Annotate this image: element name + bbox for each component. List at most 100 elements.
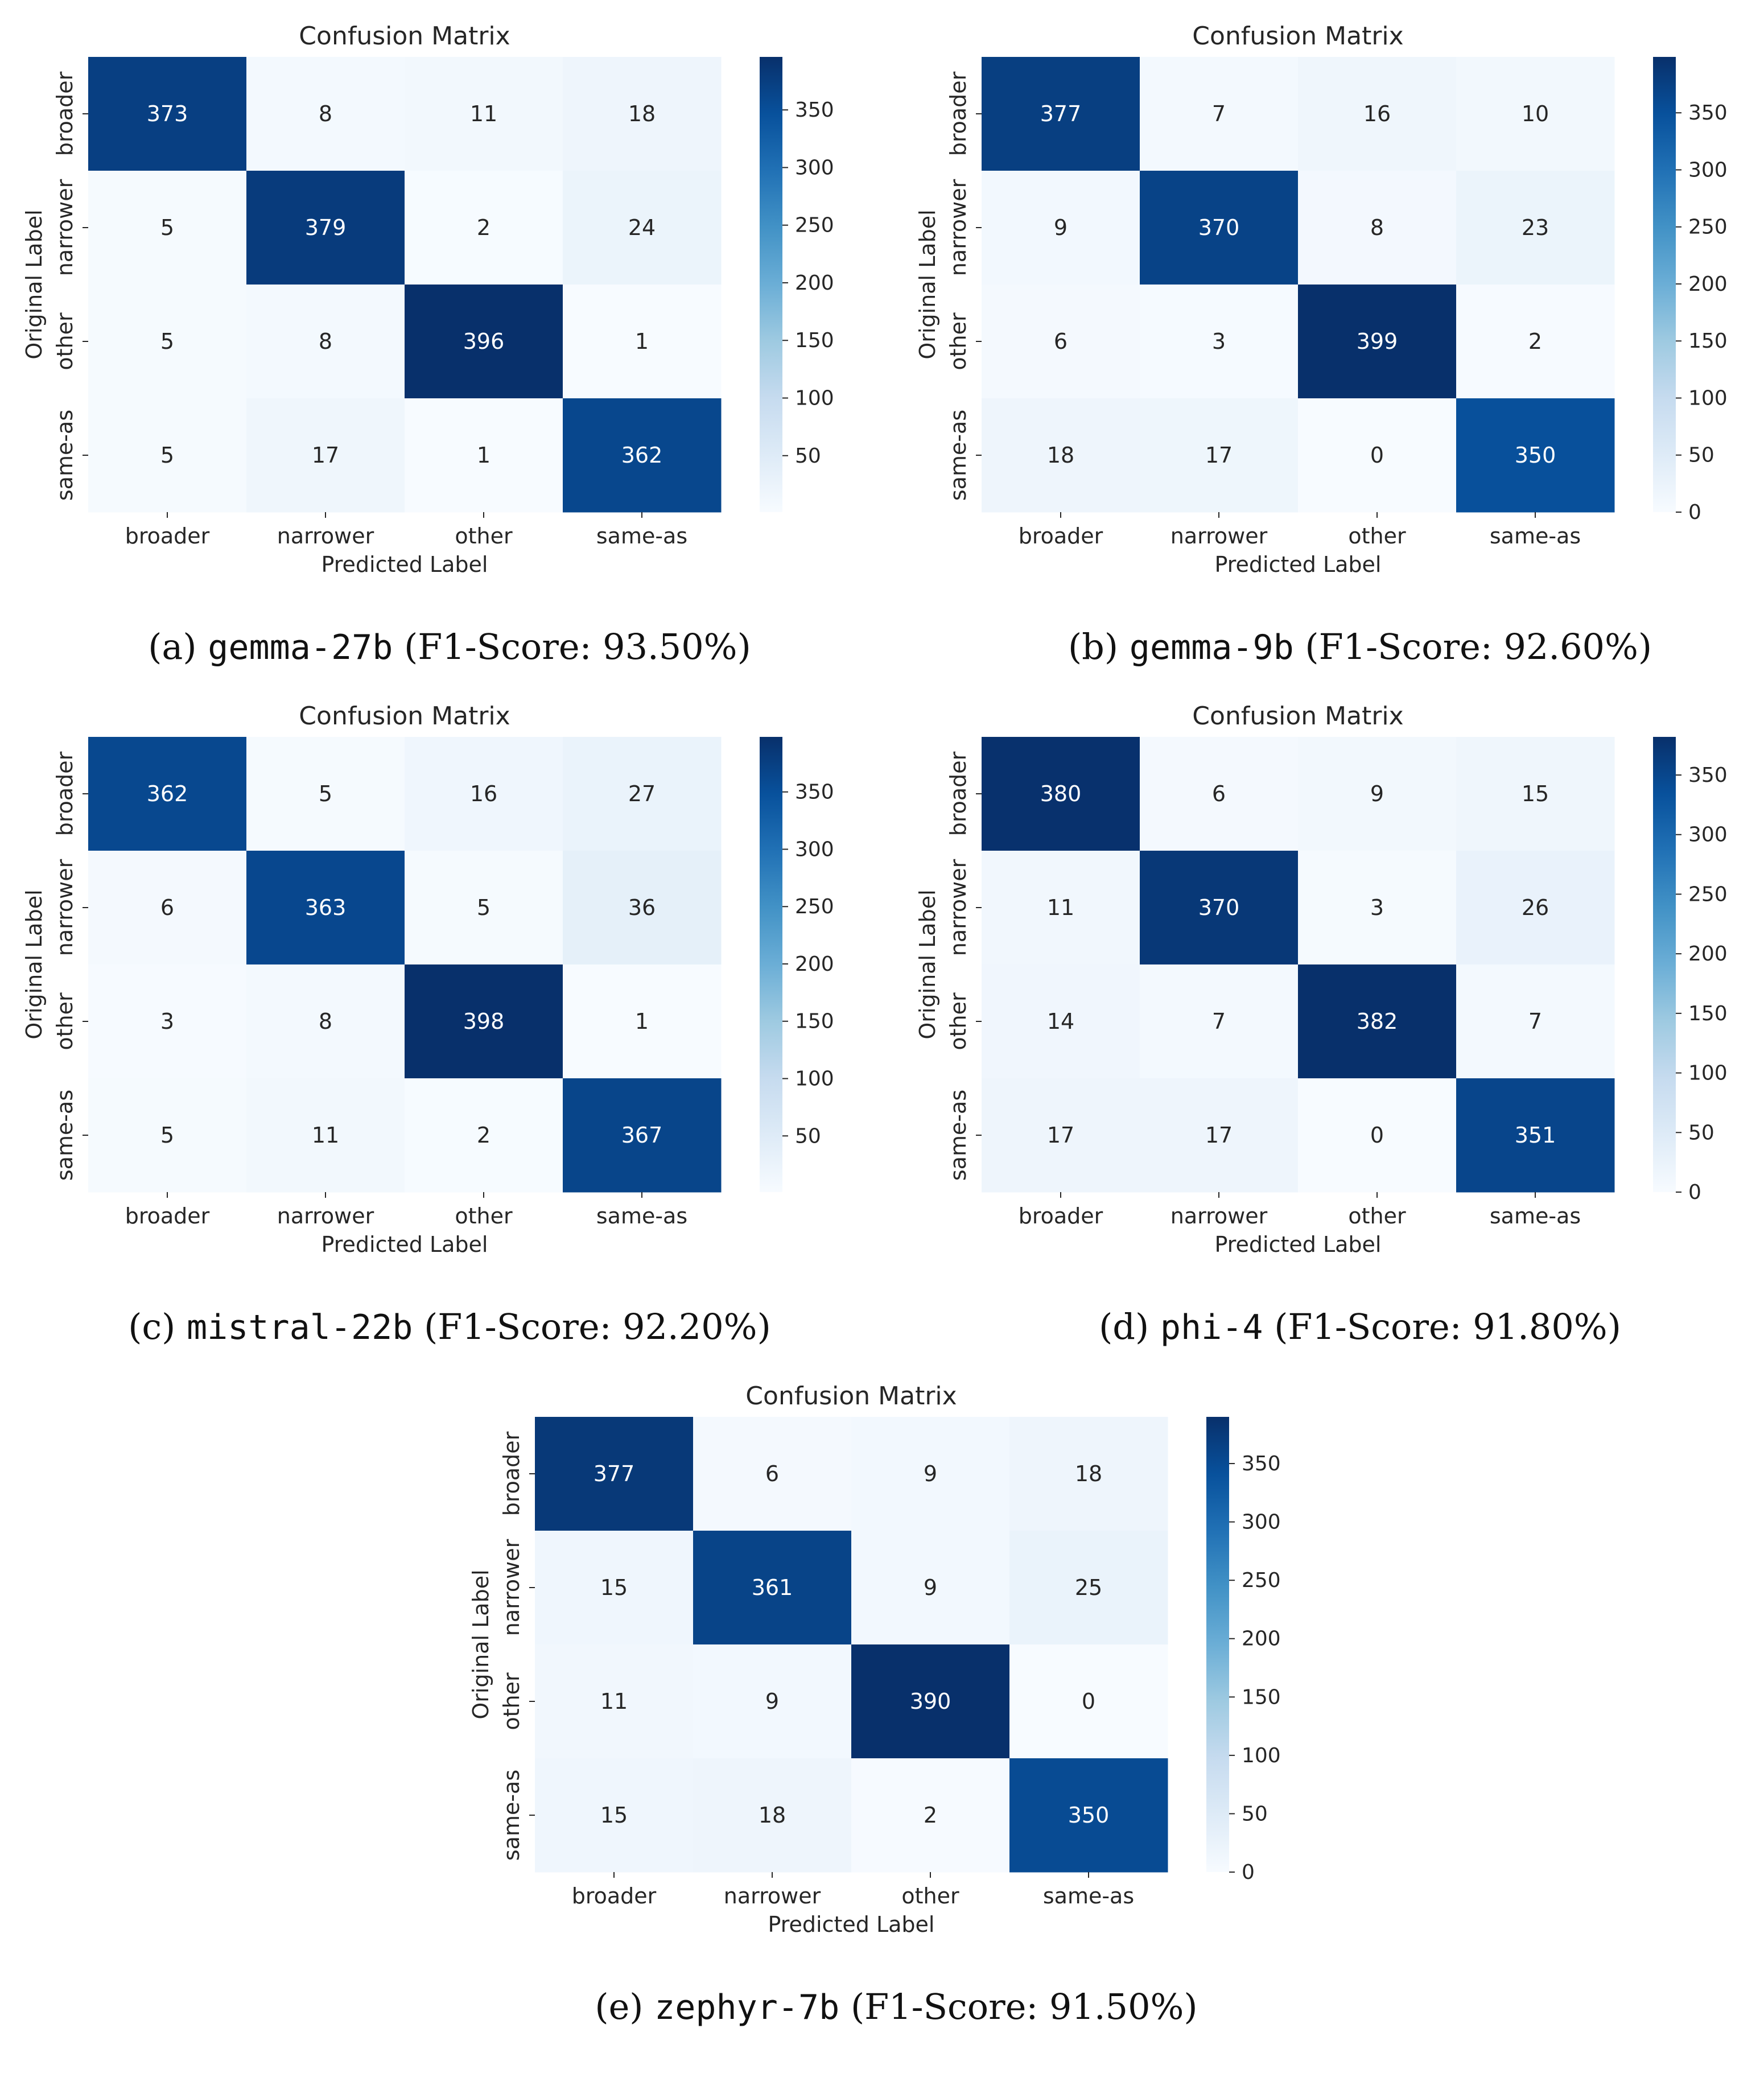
cell-value-label: 18 bbox=[628, 101, 656, 126]
heatmap-cell bbox=[535, 1644, 694, 1759]
cell-value-label: 0 bbox=[1370, 1123, 1384, 1148]
heatmap-cell bbox=[405, 398, 563, 513]
panel-caption: (d) phi-4 (F1-Score: 91.80%) bbox=[1099, 1306, 1621, 1347]
y-tick-label: same-as bbox=[946, 1090, 971, 1181]
y-axis-label: Original Label bbox=[468, 1569, 493, 1719]
caption-f1-score: (F1-Score: 91.80%) bbox=[1263, 1306, 1621, 1347]
colorbar-tick-label: 200 bbox=[1242, 1627, 1281, 1651]
colorbar-tick-label: 250 bbox=[1242, 1569, 1281, 1592]
colorbar-tick-label: 350 bbox=[795, 781, 834, 804]
heatmap-cell bbox=[1456, 285, 1615, 399]
cell-value-label: 362 bbox=[147, 781, 188, 806]
heatmap-cell bbox=[88, 398, 247, 513]
caption-f1-score: (F1-Score: 92.60%) bbox=[1293, 626, 1652, 667]
heatmap-cell bbox=[405, 57, 563, 171]
heatmap-cell bbox=[1009, 1417, 1168, 1531]
cell-value-label: 1 bbox=[477, 443, 491, 468]
heatmap-cell bbox=[982, 57, 1140, 171]
y-tick-label: same-as bbox=[499, 1770, 524, 1861]
heatmap-cell bbox=[563, 57, 722, 171]
cell-value-label: 17 bbox=[1047, 1123, 1074, 1148]
heatmap-cell bbox=[1140, 285, 1299, 399]
x-tick-label: narrower bbox=[1170, 524, 1268, 549]
heatmap-cell bbox=[246, 851, 405, 965]
cell-value-label: 6 bbox=[765, 1461, 779, 1486]
cell-value-label: 7 bbox=[1212, 1009, 1226, 1034]
cell-value-label: 11 bbox=[1047, 895, 1074, 920]
cell-value-label: 1 bbox=[635, 329, 649, 354]
panel-caption: (b) gemma-9b (F1-Score: 92.60%) bbox=[1068, 626, 1652, 667]
colorbar-tick-label: 100 bbox=[795, 1067, 834, 1091]
heatmap-cell bbox=[693, 1531, 852, 1645]
heatmap-cell bbox=[405, 1078, 563, 1193]
cell-value-label: 8 bbox=[319, 329, 332, 354]
heatmap-cell bbox=[246, 737, 405, 851]
cell-value-label: 6 bbox=[1212, 781, 1226, 806]
colorbar-tick-label: 100 bbox=[1688, 386, 1728, 410]
cell-value-label: 18 bbox=[1047, 443, 1074, 468]
heatmap-cell bbox=[1140, 398, 1299, 513]
heatmap-cell bbox=[1009, 1758, 1168, 1873]
heatmap-cell bbox=[405, 851, 563, 965]
heatmap-cell bbox=[982, 851, 1140, 965]
cell-value-label: 16 bbox=[470, 781, 497, 806]
cell-value-label: 15 bbox=[600, 1575, 628, 1600]
heatmap-cell bbox=[1456, 1078, 1615, 1193]
cell-value-label: 396 bbox=[463, 329, 505, 354]
cell-value-label: 6 bbox=[160, 895, 174, 920]
x-axis-label: Predicted Label bbox=[322, 552, 488, 577]
cell-value-label: 398 bbox=[463, 1009, 505, 1034]
colorbar-tick-label: 300 bbox=[1688, 823, 1728, 847]
heatmap-cell bbox=[563, 398, 722, 513]
heatmap-cell bbox=[1140, 57, 1299, 171]
heatmap-cell bbox=[563, 737, 722, 851]
cell-value-label: 5 bbox=[319, 781, 332, 806]
y-tick-label: narrower bbox=[52, 859, 77, 956]
cell-value-label: 17 bbox=[1205, 443, 1233, 468]
heatmap-cell bbox=[693, 1758, 852, 1873]
x-tick-label: other bbox=[1348, 524, 1406, 549]
cell-value-label: 2 bbox=[1528, 329, 1542, 354]
heatmap-cell bbox=[405, 171, 563, 285]
confusion-matrix-panel-1: Confusion Matrix 377 7 16 10 9 370 8 23 6 3 399 2 18 1… bbox=[910, 0, 1753, 615]
x-tick-label: other bbox=[455, 524, 513, 549]
colorbar-tick-label: 150 bbox=[795, 329, 834, 352]
cell-value-label: 25 bbox=[1075, 1575, 1102, 1600]
colorbar-tick-label: 350 bbox=[1242, 1452, 1281, 1475]
cell-value-label: 6 bbox=[1054, 329, 1068, 354]
colorbar-tick-label: 150 bbox=[795, 1010, 834, 1033]
caption-prefix: (d) bbox=[1099, 1306, 1160, 1347]
cell-value-label: 18 bbox=[759, 1803, 786, 1828]
y-tick-label: broader bbox=[52, 71, 77, 156]
cell-value-label: 8 bbox=[1370, 215, 1384, 240]
heatmap-cell bbox=[1298, 171, 1457, 285]
cell-value-label: 377 bbox=[594, 1461, 635, 1486]
caption-f1-score: (F1-Score: 91.50%) bbox=[839, 1986, 1198, 2027]
cell-value-label: 399 bbox=[1357, 329, 1398, 354]
heatmap-cell bbox=[1009, 1644, 1168, 1759]
heatmap-cell bbox=[1140, 171, 1299, 285]
x-tick-label: broader bbox=[572, 1883, 657, 1908]
cell-value-label: 1 bbox=[635, 1009, 649, 1034]
confusion-matrix-panel-4: Confusion Matrix 377 6 9 18 15 361 9 25 11 9 390 0 15… bbox=[464, 1360, 1306, 1975]
heatmap-cell bbox=[1009, 1531, 1168, 1645]
heatmap-cell bbox=[1456, 57, 1615, 171]
cell-value-label: 9 bbox=[924, 1461, 937, 1486]
x-axis-label: Predicted Label bbox=[322, 1232, 488, 1257]
heatmap-cell bbox=[1298, 851, 1457, 965]
heatmap-cell bbox=[982, 398, 1140, 513]
cell-value-label: 363 bbox=[305, 895, 347, 920]
heatmap-cell bbox=[405, 964, 563, 1079]
colorbar-tick-label: 50 bbox=[795, 1124, 821, 1148]
cell-value-label: 350 bbox=[1515, 443, 1556, 468]
x-tick-label: broader bbox=[125, 1203, 210, 1229]
colorbar-tick-label: 150 bbox=[1242, 1685, 1281, 1709]
y-tick-label: other bbox=[52, 992, 77, 1050]
cell-value-label: 370 bbox=[1198, 215, 1240, 240]
x-axis-label: Predicted Label bbox=[1215, 552, 1382, 577]
y-tick-label: narrower bbox=[946, 859, 971, 956]
cell-value-label: 9 bbox=[765, 1689, 779, 1714]
heatmap-cell bbox=[1140, 851, 1299, 965]
